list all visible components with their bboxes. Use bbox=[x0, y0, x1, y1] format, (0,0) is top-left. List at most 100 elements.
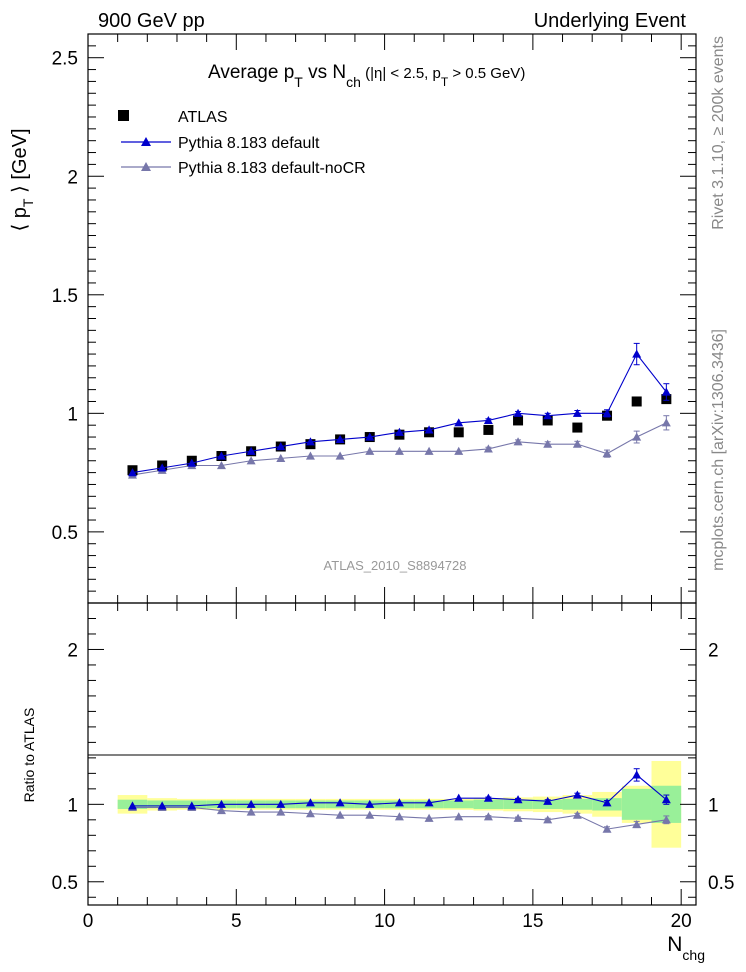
ratio-point-nocr bbox=[543, 815, 553, 824]
main-point-default bbox=[216, 451, 226, 460]
ratio-y-tick-label-right: 1 bbox=[708, 795, 719, 816]
main-point-nocr bbox=[305, 451, 315, 460]
main-title: Average pT vs Nch (|η| < 2.5, pT > 0.5 G… bbox=[208, 62, 525, 90]
main-point-atlas bbox=[453, 427, 464, 438]
ratio-point-nocr bbox=[513, 813, 523, 822]
header-left: 900 GeV pp bbox=[98, 10, 205, 32]
main-point-default bbox=[394, 427, 404, 436]
legend: ATLAS Pythia 8.183 default Pythia 8.183 … bbox=[118, 109, 366, 177]
ratio-point-default bbox=[365, 799, 375, 808]
main-point-nocr bbox=[276, 453, 286, 462]
ratio-point-default bbox=[513, 795, 523, 804]
ratio-point-nocr bbox=[632, 819, 642, 829]
ratio-point-default bbox=[187, 801, 197, 810]
legend-marker-atlas bbox=[118, 110, 129, 121]
ratio-y-tick-label-right: 2 bbox=[708, 640, 719, 661]
main-point-default bbox=[365, 432, 375, 441]
main-y-axis-label: ⟨ pT ⟩ [GeV] bbox=[9, 128, 36, 231]
main-point-atlas bbox=[631, 396, 642, 407]
main-point-default bbox=[335, 434, 345, 444]
ratio-point-nocr bbox=[424, 813, 434, 822]
main-y-tick-label: 1 bbox=[67, 404, 78, 425]
ratio-point-nocr bbox=[305, 809, 315, 818]
ratio-frame bbox=[87, 602, 697, 906]
ratio-point-nocr bbox=[602, 824, 612, 833]
ratio-band-inner bbox=[503, 799, 533, 809]
ratio-point-default bbox=[157, 801, 167, 810]
main-point-default bbox=[157, 463, 167, 472]
ratio-point-nocr bbox=[572, 810, 582, 819]
ratio-point-default bbox=[454, 793, 464, 802]
ratio-point-default bbox=[632, 770, 642, 779]
ratio-point-default bbox=[246, 799, 256, 808]
ratio-y-tick-label-right: 0.5 bbox=[708, 873, 734, 894]
ratio-point-default bbox=[127, 801, 137, 810]
main-point-nocr bbox=[632, 432, 642, 441]
x-tick-label: 5 bbox=[231, 911, 242, 932]
main-point-default bbox=[127, 468, 137, 477]
main-point-default bbox=[632, 349, 642, 358]
analysis-watermark: ATLAS_2010_S8894728 bbox=[324, 558, 467, 573]
legend-marker-default bbox=[141, 137, 151, 146]
main-point-default bbox=[661, 387, 671, 396]
ratio-point-nocr bbox=[394, 812, 404, 821]
ratio-point-nocr bbox=[276, 807, 286, 816]
x-tick-label: 10 bbox=[374, 911, 395, 932]
main-point-nocr bbox=[513, 437, 523, 446]
main-point-nocr bbox=[454, 446, 464, 455]
header-right: Underlying Event bbox=[534, 10, 687, 32]
main-point-atlas bbox=[483, 424, 494, 435]
main-y-tick-label: 0.5 bbox=[52, 523, 78, 544]
main-point-atlas bbox=[572, 422, 583, 433]
ratio-point-nocr bbox=[365, 810, 375, 819]
ratio-point-default bbox=[543, 796, 553, 805]
main-point-nocr bbox=[246, 456, 256, 465]
main-point-nocr bbox=[335, 451, 345, 460]
main-point-default bbox=[602, 408, 612, 417]
main-point-nocr bbox=[365, 446, 375, 455]
main-point-default bbox=[424, 425, 434, 434]
ratio-y-tick-label: 0.5 bbox=[52, 873, 78, 894]
main-point-nocr bbox=[602, 449, 612, 458]
x-tick-label: 15 bbox=[522, 911, 543, 932]
main-point-default bbox=[305, 437, 315, 446]
main-point-default bbox=[246, 446, 256, 455]
main-point-nocr bbox=[483, 444, 493, 453]
ratio-y-axis-label: Ratio to ATLAS bbox=[21, 708, 37, 803]
main-point-default bbox=[483, 415, 493, 425]
ratio-point-nocr bbox=[661, 815, 671, 824]
main-point-nocr bbox=[424, 446, 434, 455]
x-tick-label: 20 bbox=[671, 911, 692, 932]
legend-label-default: Pythia 8.183 default bbox=[178, 135, 320, 152]
ratio-band-inner bbox=[621, 788, 652, 820]
main-point-default bbox=[276, 442, 286, 451]
ratio-point-default bbox=[483, 793, 493, 802]
ratio-y-tick-label: 2 bbox=[67, 640, 78, 661]
main-y-tick-label: 2 bbox=[67, 167, 78, 188]
ratio-point-default bbox=[424, 798, 434, 807]
main-point-atlas bbox=[542, 415, 553, 426]
ratio-band-inner bbox=[443, 800, 474, 809]
main-y-tick-label: 1.5 bbox=[52, 286, 78, 307]
ratio-band-inner bbox=[473, 799, 504, 809]
legend-label-nocr: Pythia 8.183 default-noCR bbox=[178, 160, 366, 177]
legend-label-atlas: ATLAS bbox=[178, 109, 228, 126]
x-axis-label: Nchg bbox=[667, 933, 705, 963]
ratio-point-default bbox=[276, 799, 286, 808]
main-point-default bbox=[454, 418, 464, 427]
ratio-point-nocr bbox=[246, 807, 256, 816]
ratio-point-default bbox=[335, 798, 345, 807]
ratio-point-default bbox=[394, 798, 404, 807]
main-y-tick-label: 2.5 bbox=[52, 49, 78, 70]
main-point-default bbox=[513, 408, 523, 417]
ratio-point-nocr bbox=[335, 810, 345, 819]
main-point-atlas bbox=[513, 415, 524, 426]
ratio-point-default bbox=[602, 798, 612, 807]
main-point-default bbox=[187, 458, 197, 467]
ratio-point-default bbox=[216, 799, 226, 808]
side-mcplots-label: mcplots.cern.ch [arXiv:1306.3436] bbox=[710, 329, 727, 571]
main-point-default bbox=[543, 411, 553, 420]
main-point-nocr bbox=[572, 439, 582, 448]
main-panel: 0.5 1 1.5 2 2.5 Average pT vs Nch (|η| < 2.5… bbox=[9, 33, 697, 604]
